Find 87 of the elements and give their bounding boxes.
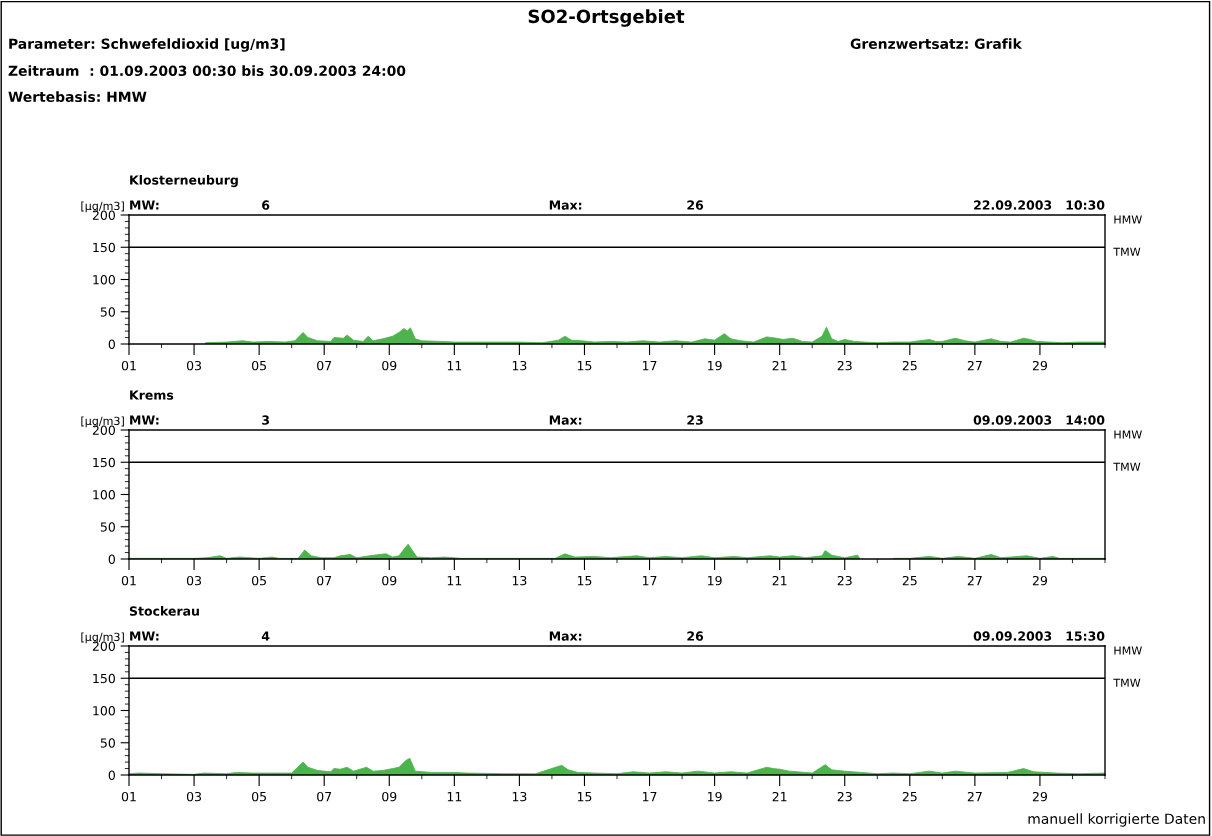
x-tick-label: 23 bbox=[837, 360, 852, 371]
text: MW: bbox=[130, 631, 159, 641]
text: SO2-Ortsgebiet bbox=[528, 9, 685, 27]
x-tick-label: 09 bbox=[382, 791, 397, 802]
x-tick-label: 27 bbox=[967, 360, 982, 371]
x-tick-label: 21 bbox=[772, 360, 787, 371]
chart-title: Stockerau bbox=[129, 606, 199, 616]
x-tick-label: 15 bbox=[577, 361, 592, 371]
y-tick-label: 0 bbox=[108, 554, 115, 564]
y-tick-label: 150 bbox=[93, 673, 115, 684]
x-tick-label: 17 bbox=[642, 361, 657, 371]
text: Parameter: Schwefeldioxid [ug/m3] bbox=[9, 38, 285, 52]
chart-title: Krems bbox=[130, 390, 174, 400]
x-tick-label: 25 bbox=[902, 360, 917, 371]
x-tick-label: 21 bbox=[772, 791, 787, 802]
y-tick-label: 50 bbox=[100, 738, 115, 748]
y-tick-label: 100 bbox=[93, 489, 115, 500]
x-tick-label: 03 bbox=[186, 575, 202, 586]
x-tick-label: 19 bbox=[708, 575, 722, 586]
y-tick-label: 100 bbox=[93, 705, 115, 716]
x-tick-label: 09 bbox=[382, 575, 397, 586]
x-tick-label: 15 bbox=[577, 576, 592, 586]
x-tick-label: 11 bbox=[447, 792, 462, 802]
x-tick-label: 01 bbox=[121, 791, 136, 802]
y-tick-label: 50 bbox=[100, 307, 115, 317]
x-tick-label: 19 bbox=[708, 360, 722, 371]
text: MW: bbox=[130, 200, 159, 210]
x-tick-label: 29 bbox=[1032, 360, 1048, 371]
text: Grenzwertsatz: Grafik bbox=[850, 38, 1023, 50]
x-tick-label: 07 bbox=[317, 575, 332, 586]
text: 26 bbox=[687, 200, 704, 210]
text: HMW bbox=[1114, 215, 1142, 224]
x-tick-label: 11 bbox=[447, 576, 462, 586]
text: Wertebasis: HMW bbox=[8, 91, 147, 103]
text: Max: bbox=[549, 200, 582, 210]
text: HMW bbox=[1114, 646, 1142, 655]
x-tick-label: 17 bbox=[642, 576, 657, 586]
x-tick-label: 03 bbox=[186, 791, 202, 802]
x-tick-label: 23 bbox=[837, 575, 852, 586]
ref-line-label: TMW bbox=[1113, 462, 1141, 471]
y-tick-label: 0 bbox=[108, 770, 115, 780]
text: Zeitraum : 01.09.2003 00:30 bis 30.09.2003 24:00 bbox=[8, 65, 406, 77]
x-tick-label: 01 bbox=[121, 360, 136, 371]
x-tick-label: 13 bbox=[512, 575, 527, 586]
text: 3 bbox=[262, 415, 269, 425]
x-tick-label: 19 bbox=[708, 791, 722, 802]
x-tick-label: 17 bbox=[642, 792, 657, 802]
x-tick-label: 11 bbox=[447, 361, 462, 371]
text: 6 bbox=[262, 200, 270, 210]
text: manuell korrigierte Daten bbox=[1028, 813, 1205, 827]
chart-title: Klosterneuburg bbox=[130, 175, 238, 188]
text: 22.09.2003 10:30 bbox=[974, 200, 1105, 210]
x-tick-label: 13 bbox=[512, 360, 527, 371]
text: 09.09.2003 14:00 bbox=[973, 415, 1105, 425]
ref-line-label: TMW bbox=[1113, 678, 1141, 687]
x-tick-label: 13 bbox=[512, 791, 527, 802]
ref-line-label: TMW bbox=[1113, 247, 1141, 256]
x-tick-label: 03 bbox=[186, 360, 202, 371]
y-tick-label: 0 bbox=[108, 339, 115, 349]
x-tick-label: 23 bbox=[837, 791, 852, 802]
x-tick-label: 05 bbox=[252, 575, 266, 586]
text: 09.09.2003 15:30 bbox=[973, 631, 1105, 641]
text: 4 bbox=[261, 631, 270, 641]
y-tick-label: 100 bbox=[93, 274, 115, 285]
text: Max: bbox=[549, 631, 582, 641]
x-tick-label: 25 bbox=[902, 575, 917, 586]
x-tick-label: 01 bbox=[121, 575, 136, 586]
text: MW: bbox=[130, 415, 159, 425]
y-tick-label: 50 bbox=[100, 522, 115, 532]
x-tick-label: 07 bbox=[317, 360, 332, 371]
x-tick-label: 27 bbox=[967, 791, 982, 802]
x-tick-label: 05 bbox=[252, 360, 266, 371]
text: 23 bbox=[687, 415, 703, 425]
text: 26 bbox=[687, 631, 704, 641]
x-tick-label: 25 bbox=[902, 791, 917, 802]
x-tick-label: 07 bbox=[317, 791, 332, 802]
y-tick-label: 150 bbox=[93, 457, 115, 468]
x-tick-label: 29 bbox=[1032, 575, 1048, 586]
x-tick-label: 09 bbox=[382, 360, 397, 371]
x-tick-label: 27 bbox=[967, 575, 982, 586]
y-tick-label: 150 bbox=[93, 242, 115, 253]
x-tick-label: 21 bbox=[772, 575, 787, 586]
text: HMW bbox=[1114, 430, 1142, 439]
x-tick-label: 29 bbox=[1032, 791, 1048, 802]
x-tick-label: 15 bbox=[577, 792, 592, 802]
x-tick-label: 05 bbox=[252, 791, 266, 802]
text: Max: bbox=[549, 415, 582, 425]
